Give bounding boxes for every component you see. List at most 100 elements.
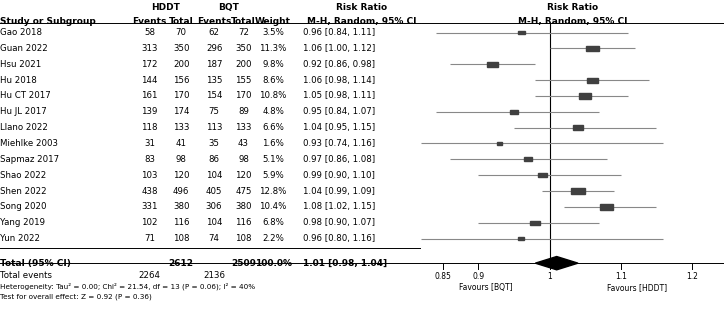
Text: 116: 116 bbox=[235, 218, 252, 227]
Text: M-H, Random, 95% CI: M-H, Random, 95% CI bbox=[518, 17, 628, 26]
Text: 296: 296 bbox=[206, 44, 222, 53]
FancyBboxPatch shape bbox=[571, 188, 585, 194]
Text: 72: 72 bbox=[238, 28, 249, 37]
Text: 71: 71 bbox=[144, 234, 155, 243]
Text: 200: 200 bbox=[235, 60, 252, 69]
Text: 1.05 [0.98, 1.11]: 1.05 [0.98, 1.11] bbox=[303, 91, 374, 100]
Text: 187: 187 bbox=[206, 60, 222, 69]
Text: 10.4%: 10.4% bbox=[259, 202, 287, 211]
Text: 4.8%: 4.8% bbox=[262, 107, 284, 116]
FancyBboxPatch shape bbox=[538, 173, 547, 177]
Text: 0.98 [0.90, 1.07]: 0.98 [0.90, 1.07] bbox=[303, 218, 374, 227]
Text: 0.92 [0.86, 0.98]: 0.92 [0.86, 0.98] bbox=[303, 60, 374, 69]
Text: 313: 313 bbox=[141, 44, 158, 53]
Text: 104: 104 bbox=[206, 171, 222, 180]
Text: 102: 102 bbox=[141, 218, 158, 227]
FancyBboxPatch shape bbox=[586, 78, 598, 83]
Text: Yang 2019: Yang 2019 bbox=[0, 218, 45, 227]
Text: 350: 350 bbox=[173, 44, 190, 53]
Text: Hu 2018: Hu 2018 bbox=[0, 75, 37, 84]
Text: 380: 380 bbox=[173, 202, 190, 211]
Text: 116: 116 bbox=[173, 218, 190, 227]
Text: 120: 120 bbox=[173, 171, 190, 180]
FancyBboxPatch shape bbox=[497, 142, 502, 145]
Text: 174: 174 bbox=[173, 107, 190, 116]
Text: Weight: Weight bbox=[255, 17, 291, 26]
Text: 350: 350 bbox=[235, 44, 252, 53]
Text: 0.99 [0.90, 1.10]: 0.99 [0.90, 1.10] bbox=[303, 171, 374, 180]
Text: 161: 161 bbox=[141, 91, 158, 100]
Text: 0.93 [0.74, 1.16]: 0.93 [0.74, 1.16] bbox=[303, 139, 374, 148]
Text: Events: Events bbox=[132, 17, 167, 26]
Text: Events: Events bbox=[197, 17, 231, 26]
Text: Total: Total bbox=[231, 17, 256, 26]
Text: 0.9: 0.9 bbox=[472, 272, 484, 280]
Text: 0.85: 0.85 bbox=[434, 272, 451, 280]
FancyBboxPatch shape bbox=[586, 46, 599, 51]
Text: 108: 108 bbox=[235, 234, 252, 243]
Text: 75: 75 bbox=[209, 107, 219, 116]
Text: Hu CT 2017: Hu CT 2017 bbox=[0, 91, 51, 100]
Text: 35: 35 bbox=[209, 139, 219, 148]
Text: 154: 154 bbox=[206, 91, 222, 100]
Text: Miehlke 2003: Miehlke 2003 bbox=[0, 139, 58, 148]
Text: Total (95% CI): Total (95% CI) bbox=[0, 259, 71, 268]
Text: Gao 2018: Gao 2018 bbox=[0, 28, 42, 37]
Text: 9.8%: 9.8% bbox=[262, 60, 284, 69]
Text: 475: 475 bbox=[235, 187, 252, 196]
Text: 0.95 [0.84, 1.07]: 0.95 [0.84, 1.07] bbox=[303, 107, 374, 116]
Text: Guan 2022: Guan 2022 bbox=[0, 44, 48, 53]
Text: 156: 156 bbox=[173, 75, 190, 84]
FancyBboxPatch shape bbox=[579, 93, 592, 99]
FancyBboxPatch shape bbox=[487, 61, 498, 67]
Text: 10.8%: 10.8% bbox=[259, 91, 287, 100]
Text: Llano 2022: Llano 2022 bbox=[0, 123, 48, 132]
Text: Risk Ratio: Risk Ratio bbox=[337, 4, 387, 12]
FancyBboxPatch shape bbox=[524, 157, 532, 161]
FancyBboxPatch shape bbox=[600, 204, 613, 210]
Text: 1: 1 bbox=[547, 272, 552, 280]
Text: 133: 133 bbox=[235, 123, 252, 132]
Text: 135: 135 bbox=[206, 75, 222, 84]
Text: 438: 438 bbox=[141, 187, 158, 196]
Text: 1.01 [0.98, 1.04]: 1.01 [0.98, 1.04] bbox=[303, 259, 387, 268]
Text: Song 2020: Song 2020 bbox=[0, 202, 46, 211]
Text: 331: 331 bbox=[141, 202, 158, 211]
Text: 170: 170 bbox=[235, 91, 252, 100]
Text: Hu JL 2017: Hu JL 2017 bbox=[0, 107, 47, 116]
Text: 1.06 [0.98, 1.14]: 1.06 [0.98, 1.14] bbox=[303, 75, 374, 84]
Text: 306: 306 bbox=[206, 202, 222, 211]
Text: 83: 83 bbox=[144, 155, 155, 164]
Text: Favours [BQT]: Favours [BQT] bbox=[458, 283, 513, 292]
Text: 70: 70 bbox=[176, 28, 187, 37]
FancyBboxPatch shape bbox=[510, 110, 518, 114]
Text: 155: 155 bbox=[235, 75, 252, 84]
Text: 1.04 [0.95, 1.15]: 1.04 [0.95, 1.15] bbox=[303, 123, 374, 132]
Text: 0.96 [0.80, 1.16]: 0.96 [0.80, 1.16] bbox=[303, 234, 374, 243]
Text: 1.06 [1.00, 1.12]: 1.06 [1.00, 1.12] bbox=[303, 44, 375, 53]
Polygon shape bbox=[535, 256, 578, 270]
Text: 98: 98 bbox=[176, 155, 187, 164]
Text: 86: 86 bbox=[209, 155, 219, 164]
Text: Study or Subgroup: Study or Subgroup bbox=[0, 17, 96, 26]
Text: 144: 144 bbox=[141, 75, 158, 84]
Text: 104: 104 bbox=[206, 218, 222, 227]
Text: 6.8%: 6.8% bbox=[262, 218, 284, 227]
Text: 139: 139 bbox=[141, 107, 158, 116]
Text: Shao 2022: Shao 2022 bbox=[0, 171, 46, 180]
Text: 31: 31 bbox=[144, 139, 155, 148]
Text: 41: 41 bbox=[176, 139, 187, 148]
Text: Total events: Total events bbox=[0, 271, 52, 280]
Text: 100.0%: 100.0% bbox=[255, 259, 292, 268]
Text: Total: Total bbox=[169, 17, 193, 26]
Text: Sapmaz 2017: Sapmaz 2017 bbox=[0, 155, 59, 164]
FancyBboxPatch shape bbox=[573, 125, 583, 130]
Text: 496: 496 bbox=[173, 187, 190, 196]
Text: 74: 74 bbox=[209, 234, 219, 243]
Text: 133: 133 bbox=[173, 123, 190, 132]
Text: 113: 113 bbox=[206, 123, 222, 132]
Text: 2264: 2264 bbox=[138, 271, 161, 280]
Text: Risk Ratio: Risk Ratio bbox=[547, 4, 598, 12]
Text: 2.2%: 2.2% bbox=[262, 234, 284, 243]
Text: 103: 103 bbox=[141, 171, 158, 180]
